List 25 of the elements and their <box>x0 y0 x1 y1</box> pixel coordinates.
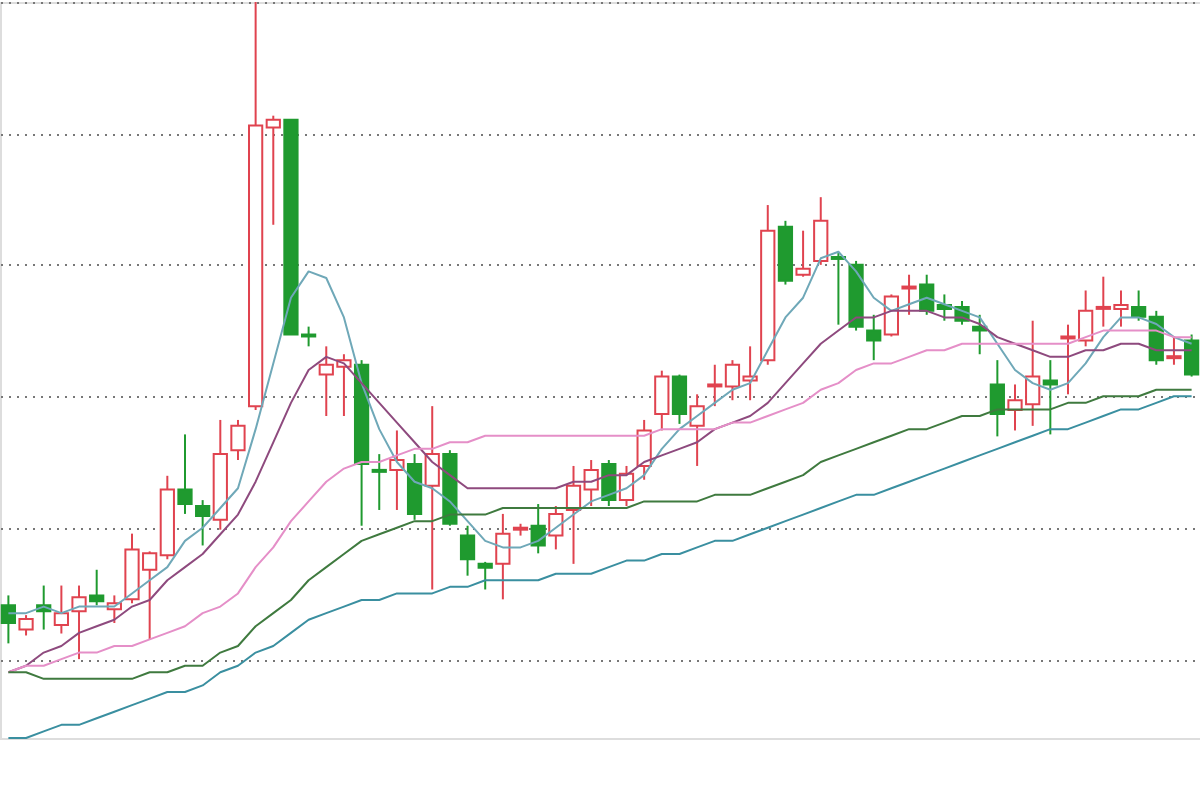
candlestick <box>389 429 405 511</box>
candlestick <box>689 393 705 467</box>
candlestick <box>177 433 193 515</box>
candlestick <box>495 512 511 601</box>
candlestick <box>89 568 105 607</box>
candlestick <box>654 369 670 432</box>
candlestick <box>795 229 811 278</box>
candlestick <box>477 560 493 591</box>
candlestick <box>371 453 387 511</box>
candlestick <box>195 499 211 547</box>
candlestick <box>989 359 1005 438</box>
candlestick <box>901 273 917 316</box>
candlestick <box>1183 333 1200 378</box>
candlestick <box>671 373 688 425</box>
candlestick <box>0 594 17 645</box>
candlestick <box>18 614 34 637</box>
candlestick <box>230 418 246 462</box>
candlestick <box>71 584 87 661</box>
candlestick <box>53 584 69 635</box>
candlestick <box>813 196 829 266</box>
candlestick <box>1166 335 1182 366</box>
candlestick <box>866 313 882 362</box>
candlestick <box>459 524 476 577</box>
candlestick <box>424 405 440 591</box>
candlestick <box>548 505 564 551</box>
